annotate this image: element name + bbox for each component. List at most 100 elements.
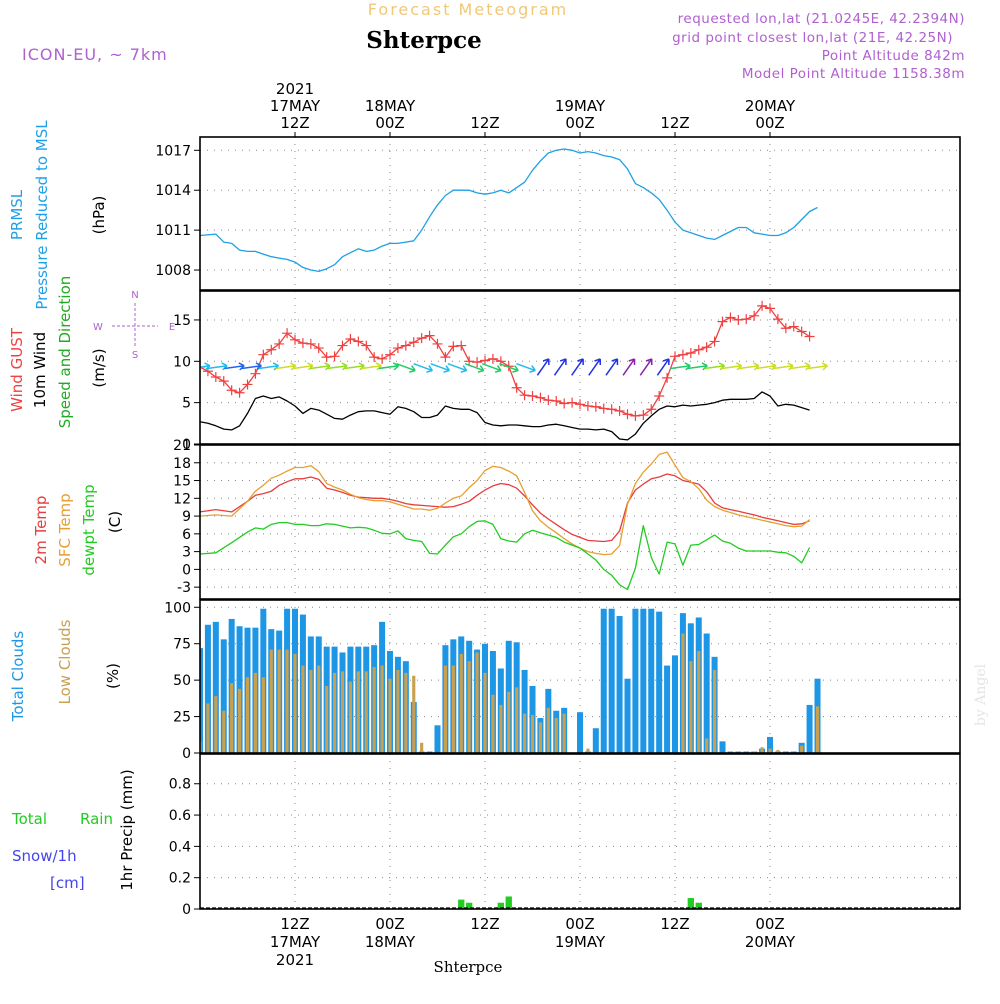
gust-marker [472,357,483,368]
wind-arrow-shape [361,362,382,371]
gust-marker [329,351,340,362]
rain-bar [458,899,465,909]
low-cloud-bar [467,661,471,753]
wind-direction-arrow [639,358,653,376]
wind-direction-arrow [275,362,297,371]
wind-arrow-shape [670,362,691,371]
precip-ytick-label: 0.4 [169,839,191,855]
gust-marker [266,344,277,355]
gust-marker [290,334,300,345]
rain-label-rain: Rain [80,810,113,828]
top-time-label: 2021 [276,80,314,98]
gust-marker [242,379,253,390]
precip-ytick-label: 0 [182,902,191,918]
low-cloud-bar [301,665,305,753]
gust-marker [780,323,791,334]
wind-direction-arrow [413,362,434,373]
temperature-ytick-label: 6 [182,527,191,543]
gust-marker [385,349,395,360]
low-cloud-bar [546,707,550,753]
model-altitude: Model Point Altitude 1158.38m [742,66,965,82]
model-label: ICON-EU, ~ 7km [22,45,168,64]
total-cloud-bar [592,728,599,753]
rain-bar [497,902,504,909]
top-time-label: 17MAY [270,97,321,115]
wind-arrow-shape [807,362,828,371]
top-time-label: 20MAY [745,97,796,115]
wind-arrow-shape [258,362,280,371]
wind-direction-arrow [536,358,550,376]
gust-marker [337,340,348,351]
low-cloud-bar [483,672,487,753]
gust-marker [218,376,229,387]
rain-bar [687,898,694,909]
wind-direction-arrow [344,362,365,371]
wind-direction-arrow [738,362,760,371]
temperature-ytick-label: 18 [173,456,191,472]
dew-series-line [200,520,811,591]
compass-s: S [132,350,138,361]
low-clouds-label: Low Clouds [56,619,74,704]
wind-arrow-shape [207,362,228,371]
low-cloud-bar [412,675,416,753]
low-cloud-bar [815,706,820,753]
wind-arrow-shape [639,358,653,376]
clouds-plot [200,608,821,753]
gust-marker [614,405,625,416]
pressure-ytick-label: 1011 [155,223,191,239]
wind-arrow-shape [292,362,314,371]
wind-direction-arrow [790,362,811,371]
rain-bar [505,896,512,909]
low-cloud-bar [388,678,392,753]
low-cloud-bar [380,665,384,753]
gust-marker [559,398,570,409]
gust-marker [646,404,657,415]
gust-marker [662,372,673,383]
wind-direction-arrow [687,362,708,371]
top-time-label: 00Z [565,114,594,132]
wind-panel: 0 5 10 15 [173,290,961,453]
wind-arrow-shape [447,362,468,373]
low-cloud-bar [293,653,297,753]
gust-marker [741,314,752,325]
bottom-time-label: 00Z [375,915,404,933]
low-cloud-bar [222,710,226,753]
wind-plot [200,300,828,441]
gust-marker [804,331,815,342]
gust-marker [685,348,696,359]
wind-ytick-label: 5 [182,396,191,412]
temperature-plot [200,451,811,591]
gust-marker [598,403,609,414]
gust-marker [796,326,807,337]
gust-marker [456,340,467,351]
low-cloud-bar [586,748,590,753]
low-cloud-bar [420,742,424,753]
gust-marker [353,336,364,347]
pressure-ytick-label: 1014 [155,183,191,199]
low-cloud-bar [396,669,400,753]
wind-arrow-shape [588,358,601,376]
gust-marker [765,303,775,314]
low-cloud-bar [554,718,558,753]
forecast-title: Forecast Meteogram [368,0,568,19]
bottom-time-label: 2021 [276,951,314,969]
gust-marker [527,391,538,402]
wind10-label: 10m Wind [31,332,49,408]
pressure-panel: 1008 1011 1014 1017 [155,136,961,291]
gust-marker [622,409,633,420]
pressure-label-name: PRMSL [8,189,26,240]
gust-marker [432,338,443,349]
wind-arrow-shape [464,362,485,373]
wind-direction-arrow [499,362,519,373]
compass-rose: N S W E [93,290,175,361]
wind-arrow-shape [378,362,400,371]
low-cloud-bar [538,722,542,753]
top-time-label: 12Z [660,114,689,132]
point-altitude: Point Altitude 842m [822,48,965,64]
gust-marker [749,310,760,321]
wind-direction-arrow [481,362,502,373]
rain-bar [695,902,702,909]
gust-marker [575,399,585,410]
low-cloud-bar [499,704,503,753]
